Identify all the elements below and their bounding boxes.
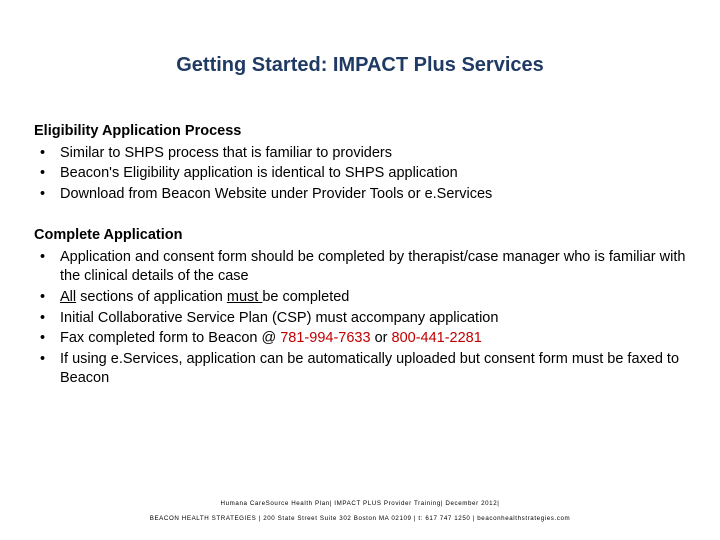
section2-list: Application and consent form should be c… xyxy=(34,248,686,389)
underline-text: All xyxy=(60,289,76,305)
list-item: Fax completed form to Beacon @ 781-994-7… xyxy=(34,329,686,349)
list-item: If using e.Services, application can be … xyxy=(34,350,686,389)
list-item: Beacon's Eligibility application is iden… xyxy=(34,164,686,184)
slide-content: Eligibility Application Process Similar … xyxy=(34,122,686,390)
text: be completed xyxy=(262,289,349,305)
phone-number: 781-994-7633 xyxy=(280,330,370,346)
slide: Getting Started: IMPACT Plus Services El… xyxy=(0,0,720,540)
list-item: Initial Collaborative Service Plan (CSP)… xyxy=(34,309,686,329)
phone-number: 800-441-2281 xyxy=(392,330,482,346)
text: Fax completed form to Beacon @ xyxy=(60,330,280,346)
slide-footer: Humana CareSource Health Plan| IMPACT PL… xyxy=(0,500,720,522)
underline-text: must xyxy=(227,289,262,305)
list-item: All sections of application must be comp… xyxy=(34,288,686,308)
section2-heading: Complete Application xyxy=(34,226,686,246)
footer-line1: Humana CareSource Health Plan| IMPACT PL… xyxy=(0,500,720,507)
footer-line2: BEACON HEALTH STRATEGIES | 200 State Str… xyxy=(0,515,720,522)
section1-list: Similar to SHPS process that is familiar… xyxy=(34,144,686,205)
list-item: Application and consent form should be c… xyxy=(34,248,686,287)
section1-heading: Eligibility Application Process xyxy=(34,122,686,142)
text: sections of application xyxy=(76,289,227,305)
text: or xyxy=(371,330,392,346)
list-item: Similar to SHPS process that is familiar… xyxy=(34,144,686,164)
slide-title: Getting Started: IMPACT Plus Services xyxy=(0,54,720,77)
list-item: Download from Beacon Website under Provi… xyxy=(34,185,686,205)
